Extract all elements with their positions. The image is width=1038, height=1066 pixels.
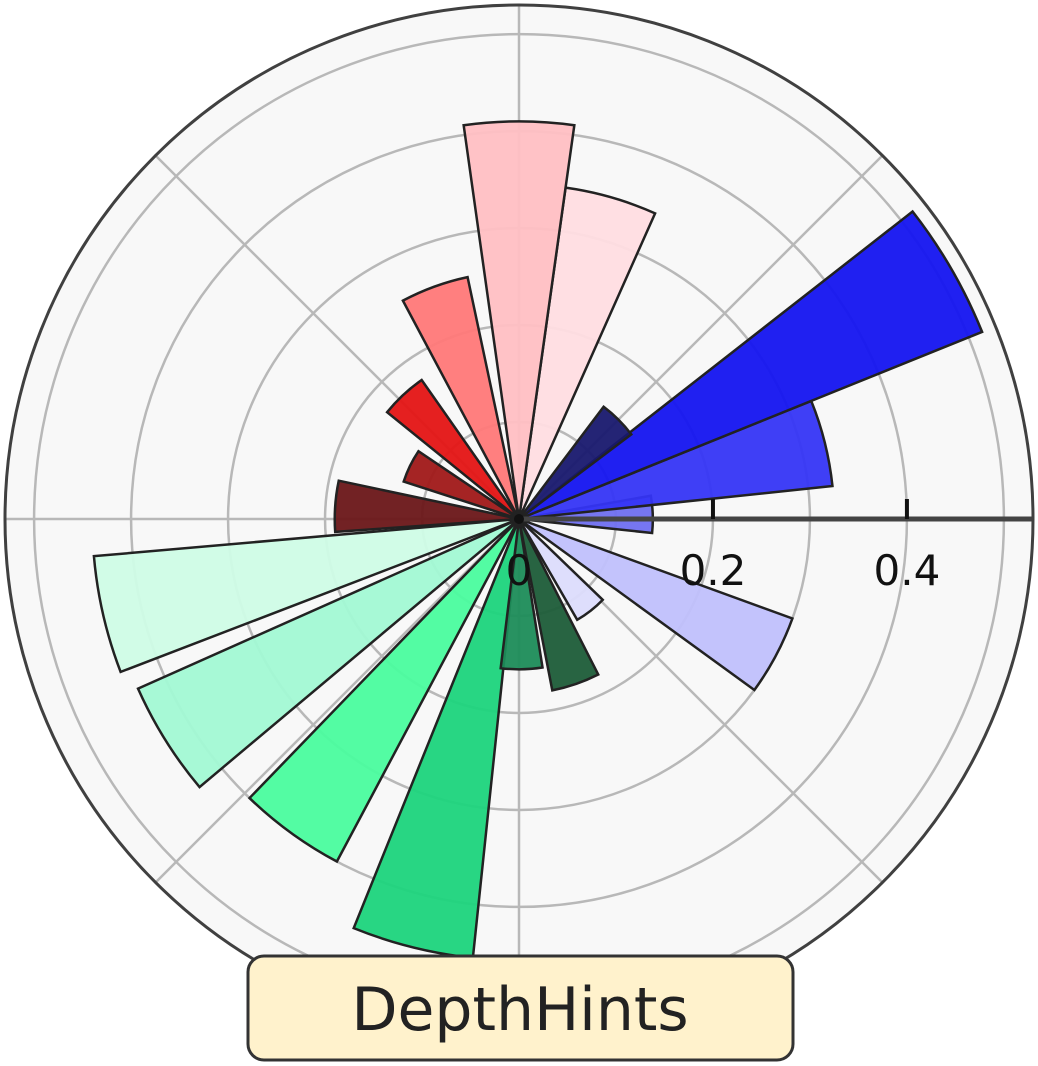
bar-wedge-15 xyxy=(499,518,544,671)
bar-wedge-12 xyxy=(136,517,520,789)
radial-tick-label: 0.2 xyxy=(680,546,747,595)
title-box-background xyxy=(246,954,795,1062)
bar-wedge-18 xyxy=(518,517,794,692)
bar-wedge-16 xyxy=(517,518,600,692)
radial-tick-label: 0 xyxy=(506,546,533,595)
bar-wedge-11 xyxy=(92,517,520,674)
bar-wedge-10 xyxy=(333,479,520,534)
bars xyxy=(92,120,984,960)
bar-wedge-7 xyxy=(401,275,521,520)
title-box: DepthHints xyxy=(246,954,795,1062)
grid-spoke xyxy=(154,518,520,884)
radial-tick-label: 0.4 xyxy=(874,546,941,595)
bar-wedge-9 xyxy=(402,449,520,521)
center-dot xyxy=(514,514,524,524)
bar-wedge-13 xyxy=(247,518,521,864)
bar-wedge-3 xyxy=(518,209,984,521)
radial-axis: 0 0.2 0.4 xyxy=(506,499,1033,595)
bar-wedge-8 xyxy=(385,378,521,520)
bar-wedge-6 xyxy=(462,120,576,520)
chart-title: DepthHints xyxy=(351,975,688,1045)
bar-wedge-17 xyxy=(517,518,605,622)
bar-wedge-4 xyxy=(518,404,634,520)
